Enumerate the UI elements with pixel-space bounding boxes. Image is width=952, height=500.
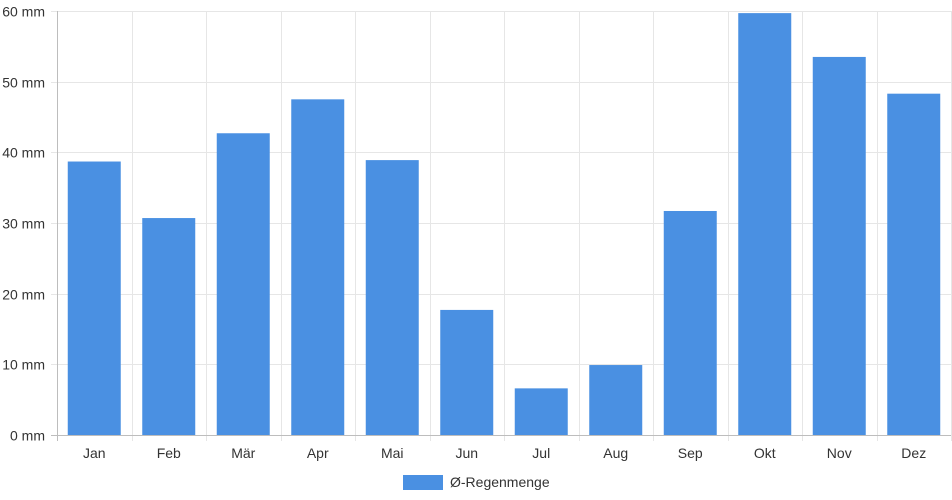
x-tick-label: Mai — [381, 445, 404, 461]
bar-mai[interactable] — [365, 160, 419, 435]
bar-jan[interactable] — [67, 161, 121, 435]
bar-mär[interactable] — [216, 133, 270, 435]
bar-sep[interactable] — [663, 210, 717, 435]
bar-nov[interactable] — [812, 56, 866, 435]
x-tick-label: Jun — [455, 445, 478, 461]
chart-legend[interactable]: Ø-Regenmenge — [403, 474, 550, 490]
x-tick-label: Aug — [603, 445, 628, 461]
y-tick-label: 20 mm — [2, 287, 45, 303]
y-tick-label: 60 mm — [2, 4, 45, 20]
y-axis-ticks: 0 mm 10 mm 20 mm 30 mm 40 mm 50 mm 60 mm — [2, 4, 45, 444]
x-tick-label: Jan — [83, 445, 106, 461]
legend-label[interactable]: Ø-Regenmenge — [450, 474, 550, 490]
x-axis-ticks: Jan Feb Mär Apr Mai Jun Jul Aug Sep Okt Nov Dez — [83, 445, 926, 461]
legend-swatch[interactable] — [403, 475, 443, 490]
y-tick-label: 0 mm — [10, 428, 45, 444]
x-tick-label: Okt — [754, 445, 776, 461]
x-tick-label: Nov — [827, 445, 852, 461]
bar-feb[interactable] — [142, 218, 196, 435]
y-tick-label: 10 mm — [2, 357, 45, 373]
chart-bars — [67, 13, 941, 436]
x-tick-label: Jul — [532, 445, 550, 461]
bar-jun[interactable] — [440, 309, 494, 435]
y-tick-label: 40 mm — [2, 145, 45, 161]
bar-okt[interactable] — [738, 13, 792, 436]
x-tick-label: Mär — [231, 445, 255, 461]
y-tick-label: 30 mm — [2, 216, 45, 232]
x-tick-label: Feb — [157, 445, 181, 461]
bar-apr[interactable] — [291, 99, 345, 435]
x-tick-label: Apr — [307, 445, 329, 461]
x-tick-label: Dez — [901, 445, 926, 461]
bar-aug[interactable] — [589, 365, 643, 435]
y-tick-label: 50 mm — [2, 75, 45, 91]
bar-jul[interactable] — [514, 388, 568, 435]
bar-dez[interactable] — [887, 93, 941, 436]
x-tick-label: Sep — [678, 445, 703, 461]
chart-grid — [51, 11, 952, 441]
